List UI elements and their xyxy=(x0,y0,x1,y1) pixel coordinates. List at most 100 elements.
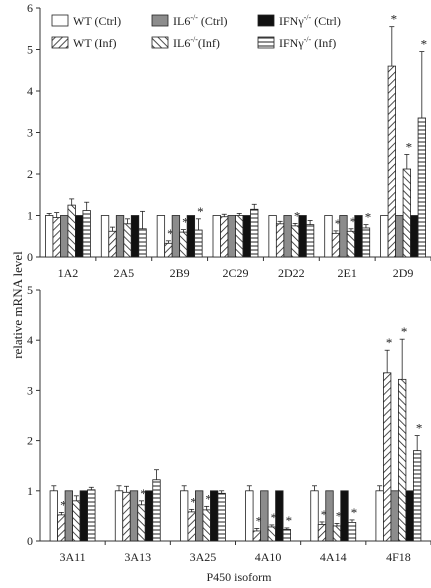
bottom-panel: 0 1 2 3 4 5 3A11 * 3A13 * 3A25 * * 4A10 * * * 4A14 * * * 4F18… xyxy=(27,283,431,564)
bar xyxy=(383,372,392,542)
bar xyxy=(137,504,146,542)
y-tick-label: 5 xyxy=(27,283,33,297)
bar xyxy=(398,378,407,542)
bar xyxy=(130,215,140,258)
bar xyxy=(405,490,414,542)
bar xyxy=(114,490,124,542)
x-tick-label: 2D22 xyxy=(278,266,305,280)
legend-label: WT (Inf) xyxy=(73,36,116,50)
bar xyxy=(180,490,189,542)
bar xyxy=(186,215,196,258)
bar xyxy=(45,215,54,258)
bar xyxy=(275,223,285,258)
x-tick-label: 4A14 xyxy=(320,550,347,564)
bar xyxy=(220,216,229,258)
y-tick-label: 2 xyxy=(27,434,33,448)
x-tick-label: 2B9 xyxy=(170,266,190,280)
bar xyxy=(283,215,292,258)
significance-star: * xyxy=(416,421,423,436)
bar xyxy=(361,227,371,258)
bar xyxy=(100,215,110,258)
bar xyxy=(122,491,131,542)
bar xyxy=(79,490,88,542)
legend-label: IL6-/- (Ctrl) xyxy=(173,13,228,28)
significance-star: * xyxy=(286,513,293,528)
bar xyxy=(298,215,307,258)
bar xyxy=(60,215,69,258)
legend-swatch xyxy=(151,14,169,27)
significance-star: * xyxy=(271,510,278,525)
bar xyxy=(340,490,349,542)
x-axis-label: P450 isoform xyxy=(206,570,272,584)
y-tick-label: 6 xyxy=(27,1,33,15)
bar xyxy=(217,492,226,542)
bar xyxy=(275,490,284,542)
bar xyxy=(390,490,399,542)
significance-star: * xyxy=(335,216,342,231)
x-tick-label: 3A13 xyxy=(124,550,151,564)
bar xyxy=(410,215,419,258)
bar xyxy=(187,511,196,542)
bar xyxy=(282,529,291,542)
y-tick-label: 4 xyxy=(27,84,33,98)
legend-label: IFNγ-/- (Ctrl) xyxy=(279,13,341,28)
bar xyxy=(395,215,404,258)
x-tick-label: 2D9 xyxy=(393,266,414,280)
bar xyxy=(267,526,276,542)
significance-star: * xyxy=(60,497,67,512)
bar xyxy=(387,65,396,258)
bar xyxy=(317,524,327,542)
significance-star: * xyxy=(197,204,204,219)
bar xyxy=(346,230,356,258)
significance-star: * xyxy=(167,226,174,241)
bar xyxy=(375,490,384,542)
significance-star: * xyxy=(256,513,263,528)
significance-star: * xyxy=(391,12,398,27)
bar xyxy=(310,490,319,542)
y-tick-label: 0 xyxy=(27,534,33,548)
legend-label: WT (Ctrl) xyxy=(73,14,121,28)
bar xyxy=(82,210,91,258)
bar xyxy=(250,208,259,258)
bar xyxy=(75,215,84,258)
significance-star: * xyxy=(321,507,328,522)
bar xyxy=(152,479,161,542)
x-tick-label: 1A2 xyxy=(58,266,79,280)
bar xyxy=(290,225,300,258)
bar xyxy=(57,514,66,542)
x-tick-label: 2E1 xyxy=(338,266,357,280)
top-panel: 0 1 2 3 4 5 6 1A2 2A5 2B9 * * * 2C29 2D22 * 2E1 * * * 2D9 * * * xyxy=(27,1,431,280)
significance-star: * xyxy=(351,505,358,520)
legend-swatch xyxy=(257,14,275,27)
bar xyxy=(347,522,357,542)
y-tick-label: 3 xyxy=(27,126,33,140)
bar xyxy=(417,117,426,258)
bar xyxy=(331,232,341,258)
y-tick-label: 5 xyxy=(27,43,33,57)
bar xyxy=(305,224,315,258)
significance-star: * xyxy=(421,37,428,52)
legend-swatch xyxy=(257,36,275,49)
significance-star: * xyxy=(406,139,413,154)
bar xyxy=(164,242,173,258)
bar xyxy=(108,230,117,258)
y-tick-label: 2 xyxy=(27,167,33,181)
significance-star: * xyxy=(190,494,197,509)
significance-star: * xyxy=(140,486,147,501)
bar xyxy=(194,229,203,258)
legend-label: IL6-/-(Inf) xyxy=(173,35,220,50)
legend-swatch xyxy=(151,36,169,49)
bar xyxy=(67,204,76,258)
bar xyxy=(171,215,181,258)
bar xyxy=(235,215,244,258)
bar xyxy=(325,490,334,542)
bar xyxy=(144,490,154,542)
bar xyxy=(227,215,236,258)
bar xyxy=(242,215,251,258)
bar xyxy=(52,217,61,258)
bar xyxy=(129,490,139,542)
bar xyxy=(195,490,204,542)
significance-star: * xyxy=(205,491,212,506)
bar xyxy=(156,215,166,258)
